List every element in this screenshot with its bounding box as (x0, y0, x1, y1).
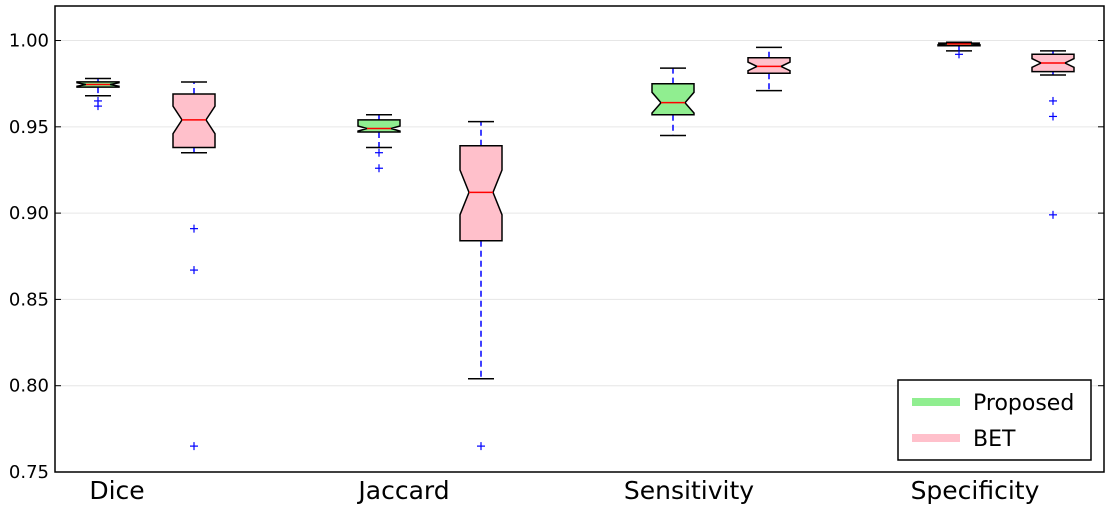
box-bet-dice (172, 81, 216, 451)
plot-frame (54, 5, 1105, 473)
box-bet-sensitivity (747, 46, 791, 92)
legend-box (897, 379, 1092, 461)
box-proposed-specificity (937, 41, 981, 59)
notched-box (651, 82, 695, 116)
x-axis-labels: Dice Jaccard Sensitivity Specificity (89, 476, 1039, 505)
flier-marker (375, 148, 383, 157)
notched-box (747, 57, 791, 75)
notched-box (357, 119, 401, 133)
x-category-label: Sensitivity (624, 476, 754, 505)
y-tick-label: 0.95 (9, 117, 49, 138)
x-category-label: Dice (89, 476, 144, 505)
flier-marker (190, 224, 198, 233)
x-category-label: Jaccard (356, 476, 449, 505)
flier-marker (1049, 210, 1057, 219)
y-tick-label: 0.85 (9, 289, 49, 310)
y-axis: 0.75 0.80 0.85 0.90 0.95 1.00 (9, 31, 1104, 483)
box-proposed-jaccard (357, 113, 401, 173)
y-tick-label: 0.80 (9, 376, 49, 397)
box-bet-jaccard (459, 120, 503, 451)
box-proposed-sensitivity (651, 67, 695, 137)
flier-marker (375, 164, 383, 173)
box-bet-specificity (1031, 50, 1075, 219)
notched-box (172, 93, 216, 149)
y-tick-label: 0.75 (9, 462, 49, 483)
y-tick-label: 0.90 (9, 203, 49, 224)
flier-marker (190, 442, 198, 451)
legend-label: BET (973, 427, 1016, 452)
legend: Proposed BET (897, 379, 1092, 461)
y-tick-label: 1.00 (9, 31, 49, 52)
flier-marker (1049, 112, 1057, 121)
flier-marker (955, 50, 963, 59)
flier-marker (477, 442, 485, 451)
flier-marker (190, 266, 198, 275)
box-plots (76, 41, 1075, 451)
flier-marker (94, 102, 102, 111)
legend-label: Proposed (973, 391, 1074, 416)
flier-marker (1049, 96, 1057, 105)
box-proposed-dice (76, 77, 120, 111)
notched-box (459, 145, 503, 242)
x-category-label: Specificity (911, 476, 1040, 505)
